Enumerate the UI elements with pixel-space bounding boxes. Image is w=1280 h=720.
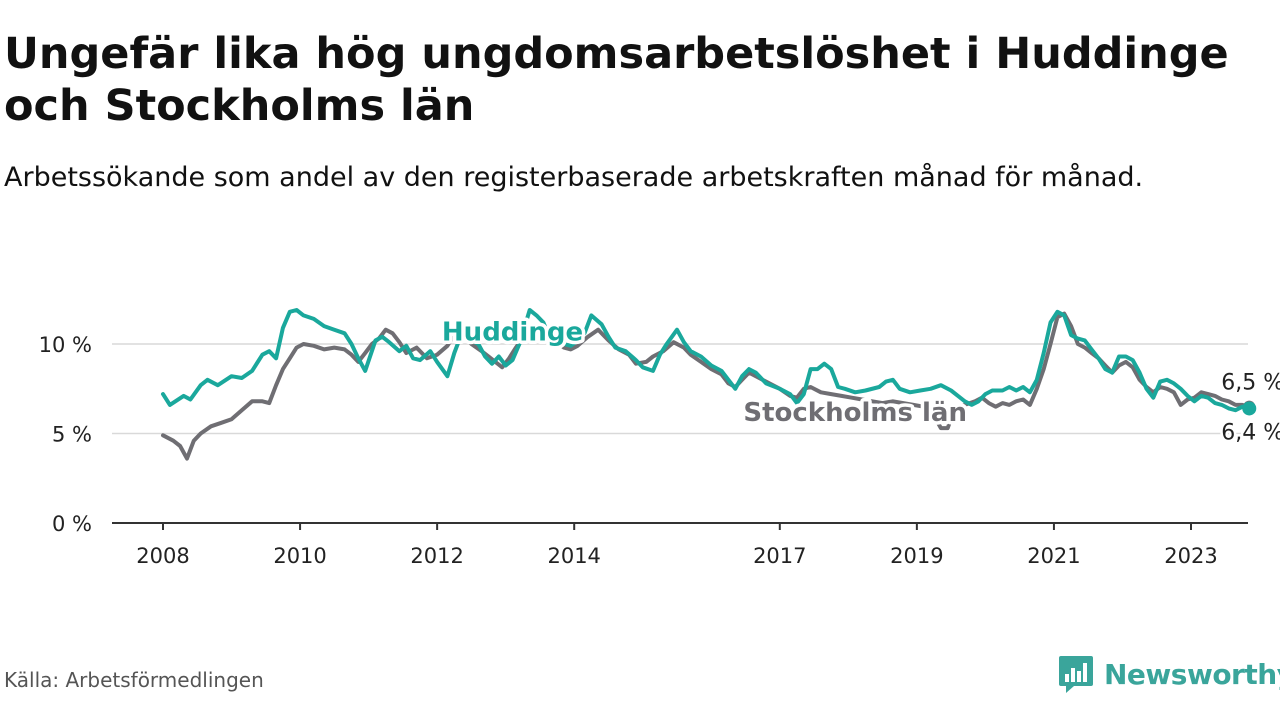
- chart-subtitle: Arbetssökande som andel av den registerb…: [4, 162, 1144, 193]
- chart-title: Ungefär lika hög ungdomsarbetslöshet i H…: [4, 29, 1229, 131]
- series-line-stockholms-lan: [161, 311, 1252, 461]
- end-label-huddinge: 6,4 %: [1221, 420, 1280, 445]
- end-point-huddinge: [1242, 401, 1257, 416]
- brand-logo[interactable]: Newsworthy: [1058, 652, 1280, 696]
- chart-labels: Huddinge Stockholms län 6,5 % 6,4 %: [438, 314, 1280, 448]
- x-tick-label: 2008: [136, 544, 189, 568]
- chart-series: [161, 308, 1257, 461]
- gridlines: [112, 343, 1248, 435]
- x-tick-label: 2014: [547, 544, 600, 568]
- brand-name: Newsworthy: [1104, 657, 1280, 691]
- x-tick-label: 2021: [1027, 544, 1080, 568]
- source-note: Källa: Arbetsförmedlingen: [4, 668, 264, 692]
- y-tick-label: 5 %: [52, 423, 92, 447]
- line-chart: Huddinge Stockholms län 6,5 % 6,4 % 0 % 5 % 1…: [39, 308, 1280, 568]
- x-tick-label: 2010: [273, 544, 326, 568]
- x-tick-label: 2023: [1164, 544, 1217, 568]
- y-tick-label: 10 %: [39, 333, 92, 357]
- end-label-stockholms-lan: 6,5 %: [1221, 371, 1280, 396]
- x-tick-label: 2019: [890, 544, 943, 568]
- series-label-huddinge: Huddinge: [442, 317, 583, 347]
- series-line-huddinge: [161, 308, 1252, 413]
- y-tick-label: 0 %: [52, 512, 92, 536]
- series-label-stockholms-lan: Stockholms län: [743, 398, 967, 428]
- axes: 0 % 5 % 10 % 2008 2010 2012 2014 2017 2019 2021 20…: [39, 333, 1248, 568]
- x-tick-label: 2017: [753, 544, 806, 568]
- newsworthy-logo-icon: [1059, 656, 1093, 693]
- x-tick-label: 2012: [410, 544, 463, 568]
